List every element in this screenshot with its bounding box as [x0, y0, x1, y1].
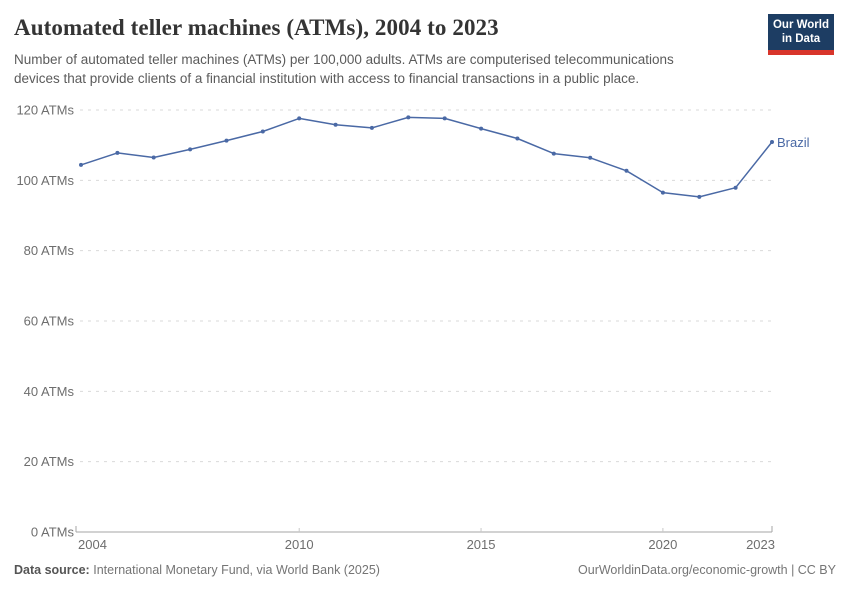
chart-footer: Data source: International Monetary Fund… — [14, 562, 836, 578]
data-point[interactable] — [479, 126, 484, 131]
data-point[interactable] — [224, 138, 229, 143]
chart-title: Automated teller machines (ATMs), 2004 t… — [14, 15, 499, 40]
data-point[interactable] — [369, 125, 374, 130]
data-source-note: Data source: International Monetary Fund… — [14, 562, 380, 578]
data-point[interactable] — [333, 122, 338, 127]
x-axis-tick-label: 2015 — [467, 537, 496, 552]
y-axis-tick-label: 80 ATMs — [24, 243, 75, 258]
owid-url-license-link[interactable]: OurWorldinData.org/economic-growth | CC … — [578, 563, 836, 577]
data-point[interactable] — [297, 116, 302, 121]
data-source-text[interactable]: International Monetary Fund, via World B… — [93, 563, 380, 577]
owid-logo-line2: in Data — [781, 33, 821, 45]
x-axis-tick-label: 2004 — [78, 537, 107, 552]
data-point[interactable] — [588, 155, 593, 160]
data-point[interactable] — [406, 115, 411, 120]
line-chart: 0 ATMs 20 ATMs 40 ATMs 60 ATMs 80 ATMs 100 AT… — [16, 103, 810, 553]
data-point[interactable] — [115, 150, 120, 155]
owid-logo-box: Our World in Data — [768, 14, 834, 50]
data-point[interactable] — [79, 162, 83, 167]
y-axis-tick-label: 20 ATMs — [24, 454, 75, 469]
data-point[interactable] — [260, 129, 265, 134]
data-point[interactable] — [697, 194, 702, 199]
data-source-label: Data source: — [14, 563, 90, 577]
y-axis-tick-label: 120 ATMs — [16, 103, 74, 118]
owid-logo[interactable]: Our World in Data — [768, 14, 834, 55]
y-axis-tick-label: 100 ATMs — [16, 173, 74, 188]
data-point[interactable] — [660, 190, 665, 195]
owid-logo-stripe — [768, 50, 834, 55]
data-point[interactable] — [442, 116, 447, 121]
y-axis-tick-label: 0 ATMs — [31, 525, 75, 540]
data-point[interactable] — [770, 140, 774, 144]
series-line-brazil[interactable] — [80, 116, 773, 198]
x-axis-tick-label: 2020 — [648, 537, 677, 552]
data-point[interactable] — [733, 185, 738, 190]
x-axis-tick-label: 2010 — [285, 537, 314, 552]
x-axis-tick-label: 2023 — [746, 537, 775, 552]
y-axis-tick-label: 60 ATMs — [24, 314, 75, 329]
y-axis-tick-label: 40 ATMs — [24, 384, 75, 399]
line-chart-svg: 0 ATMs 20 ATMs 40 ATMs 60 ATMs 80 ATMs 100 AT… — [16, 103, 775, 553]
data-point[interactable] — [624, 168, 629, 173]
data-point[interactable] — [188, 147, 193, 152]
series-label-brazil[interactable]: Brazil — [777, 134, 810, 150]
chart-subtitle-line2: devices that provide clients of a financ… — [14, 71, 640, 86]
owid-logo-line1: Our World — [772, 19, 829, 31]
chart-subtitle-line1: Number of automated teller machines (ATM… — [14, 52, 674, 67]
data-point[interactable] — [515, 136, 520, 141]
data-point[interactable] — [151, 155, 156, 160]
data-point[interactable] — [551, 151, 556, 156]
chart-subtitle: Number of automated teller machines (ATM… — [14, 50, 764, 88]
